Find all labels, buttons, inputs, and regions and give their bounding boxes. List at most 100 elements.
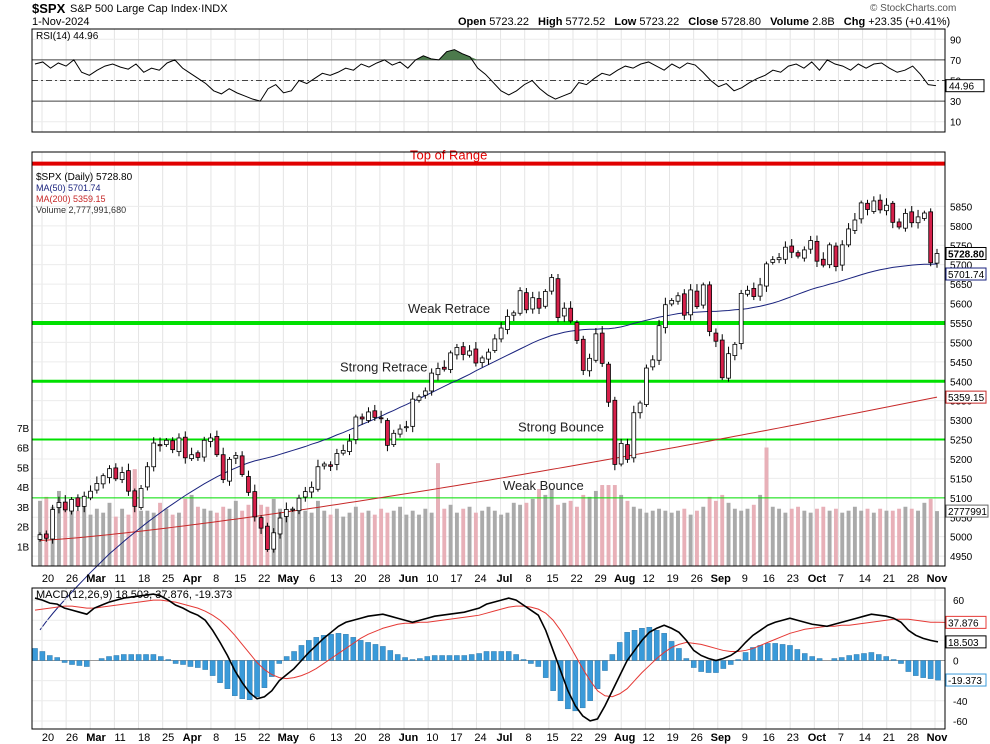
candle-body xyxy=(802,249,807,259)
macd-histogram-bar xyxy=(639,628,645,661)
candle-body xyxy=(252,491,258,518)
candle-body xyxy=(536,298,542,309)
x-tick-label-bottom: 15 xyxy=(546,732,558,744)
volume-bar xyxy=(113,516,118,566)
x-tick-label-bottom: Mar xyxy=(86,732,106,744)
price-tick-label: 5400 xyxy=(950,377,973,388)
volume-bar xyxy=(353,506,358,566)
x-tick-label-bottom: 15 xyxy=(234,732,246,744)
candle-body xyxy=(195,452,201,458)
candle-body xyxy=(359,416,365,420)
volume-bar xyxy=(486,506,491,566)
candle-body xyxy=(69,498,74,512)
volume-bar xyxy=(511,502,516,566)
candle-body xyxy=(618,443,624,465)
macd-histogram-bar xyxy=(602,660,608,671)
macd-histogram-bar xyxy=(846,655,852,661)
macd-histogram-bar xyxy=(535,660,542,667)
candle-body xyxy=(233,455,239,459)
exchange: INDX xyxy=(201,3,228,15)
hist-tag: -19.373 xyxy=(948,676,982,687)
ohlc-summary: Open 5723.22 High 5772.52 Low 5723.22 Cl… xyxy=(458,16,956,28)
candle-body xyxy=(675,295,681,302)
candle-body xyxy=(340,450,346,454)
volume-bar xyxy=(884,510,889,566)
volume-tick-label: 2B xyxy=(17,523,30,534)
legend-ma50: MA(50) 5701.74 xyxy=(36,183,101,193)
x-tick-label-bottom: 22 xyxy=(258,732,270,744)
open-label: Open xyxy=(458,16,487,28)
candle-body xyxy=(50,509,55,540)
candle-body xyxy=(391,432,397,445)
candle-body xyxy=(606,363,611,403)
macd-tick-label: -40 xyxy=(953,697,968,708)
volume-bar xyxy=(290,508,295,566)
volume-bar xyxy=(574,506,579,566)
macd-histogram-bar xyxy=(135,654,142,661)
macd-histogram-bar xyxy=(84,660,90,667)
candle-body xyxy=(839,244,845,266)
volume-bar xyxy=(739,510,744,566)
candle-body xyxy=(650,359,656,368)
volume-bar xyxy=(461,508,466,566)
candle-body xyxy=(505,315,510,330)
macd-histogram-bar xyxy=(742,652,749,661)
candle-body xyxy=(833,245,839,268)
macd-histogram-bar xyxy=(498,651,505,661)
volume-bar xyxy=(568,500,573,566)
macd-histogram-bar xyxy=(920,660,926,678)
macd-histogram-bar xyxy=(794,649,801,661)
candle-body xyxy=(290,508,296,511)
candle-body xyxy=(783,246,788,260)
volume-bar xyxy=(713,500,718,566)
macd-histogram-bar xyxy=(180,660,186,665)
candle-body xyxy=(486,351,491,360)
open-value: 5723.22 xyxy=(489,16,529,28)
candle-body xyxy=(372,410,378,418)
volume-bar xyxy=(221,506,226,566)
x-tick-label: Oct xyxy=(808,573,827,585)
candle-body xyxy=(656,325,662,361)
x-tick-label: 26 xyxy=(691,573,703,585)
macd-tick-label: 60 xyxy=(953,596,965,607)
macd-histogram-bar xyxy=(476,653,482,661)
volume-bar xyxy=(840,512,845,566)
price-tick-label: 5850 xyxy=(950,202,973,213)
volume-current-tag: 2777991 xyxy=(948,507,987,518)
macd-histogram-bar xyxy=(505,651,512,661)
x-tick-label-bottom: 8 xyxy=(525,732,531,744)
rsi-frame xyxy=(31,28,946,133)
candle-body xyxy=(454,347,460,356)
macd-histogram-bar xyxy=(409,659,416,661)
volume-bar xyxy=(587,496,592,566)
volume-bar xyxy=(145,510,150,566)
candle-body xyxy=(909,211,915,224)
signal-tag-box xyxy=(945,635,987,649)
candle-body xyxy=(201,439,207,458)
macd-histogram-bar xyxy=(424,656,431,661)
macd-histogram-bar xyxy=(935,660,941,681)
x-tick-label: 29 xyxy=(594,573,606,585)
x-tick-label-bottom: 26 xyxy=(691,732,703,744)
macd-histogram-bar xyxy=(446,655,453,661)
volume-bar xyxy=(183,498,188,566)
volume-bar xyxy=(417,514,421,566)
level-label: Strong Retrace xyxy=(340,359,427,374)
macd-histogram-bar xyxy=(128,654,134,661)
volume-bar-spike xyxy=(764,447,769,566)
volume-bar xyxy=(454,512,459,566)
candle-body xyxy=(896,221,902,228)
macd-histogram-bar xyxy=(713,660,719,673)
candle-body xyxy=(435,368,441,376)
volume-bar xyxy=(75,510,80,566)
candle-body xyxy=(903,212,908,229)
candle-body xyxy=(258,517,264,529)
macd-histogram-bar xyxy=(76,660,83,666)
level-label: Top of Range xyxy=(410,148,487,163)
volume-bar xyxy=(846,510,851,566)
volume-bar xyxy=(120,508,125,566)
price-tick-label: 5800 xyxy=(950,222,973,233)
candle-body xyxy=(669,300,675,305)
